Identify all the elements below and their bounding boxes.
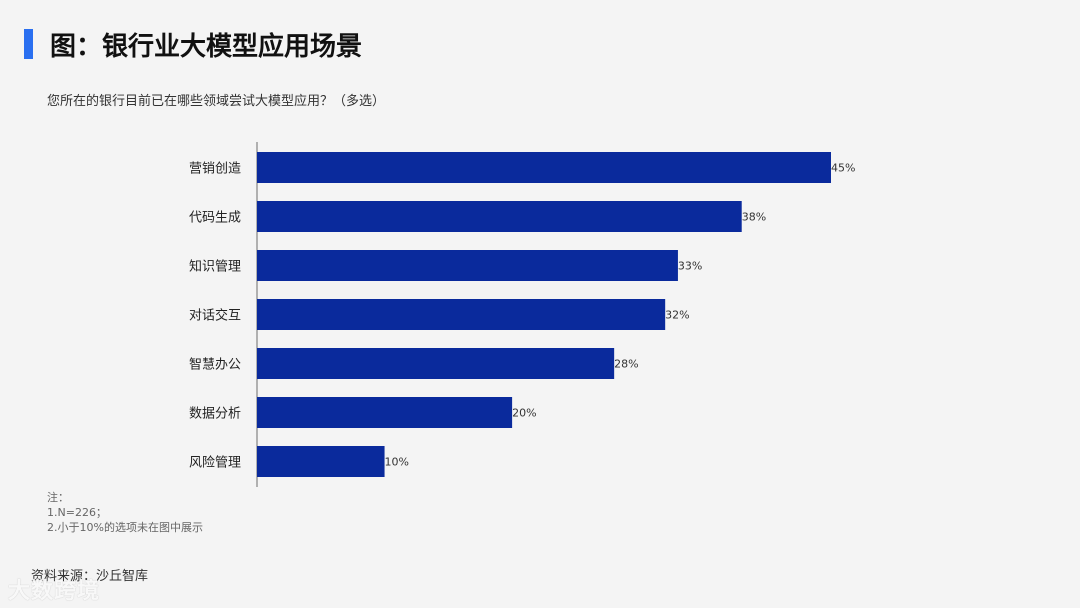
value-label: 20% — [512, 407, 536, 420]
bar — [257, 348, 615, 379]
source-text: 资料来源：沙丘智库 — [31, 569, 149, 584]
page-title: 图：银行业大模型应用场景 — [50, 32, 363, 62]
notes: 注： 1.N=226； 2.小于10%的选项未在图中展示 — [47, 490, 203, 535]
title-accent-bar — [24, 29, 33, 59]
category-label: 对话交互 — [189, 308, 241, 324]
value-label: 32% — [665, 309, 689, 322]
value-label: 10% — [385, 456, 409, 469]
note-line: 1.N=226； — [47, 506, 107, 519]
category-label: 智慧办公 — [189, 357, 241, 373]
chart-question: 您所在的银行目前已在哪些领域尝试大模型应用？（多选） — [47, 94, 386, 109]
value-label: 28% — [614, 358, 638, 371]
category-label: 风险管理 — [189, 456, 241, 471]
bar — [257, 446, 385, 477]
watermark-logo: 大数跨境 — [8, 579, 101, 604]
value-label: 38% — [742, 211, 766, 224]
bar — [257, 201, 742, 232]
note-line: 2.小于10%的选项未在图中展示 — [47, 521, 203, 534]
bar — [257, 299, 666, 330]
category-label: 营销创造 — [189, 162, 241, 177]
bar — [257, 250, 678, 281]
value-label: 33% — [678, 260, 702, 273]
bar — [257, 397, 513, 428]
category-label: 数据分析 — [189, 407, 241, 422]
notes-heading: 注： — [47, 491, 69, 504]
bar — [257, 152, 831, 183]
value-label: 45% — [831, 162, 855, 175]
category-label: 知识管理 — [189, 259, 241, 275]
category-label: 代码生成 — [189, 211, 241, 226]
